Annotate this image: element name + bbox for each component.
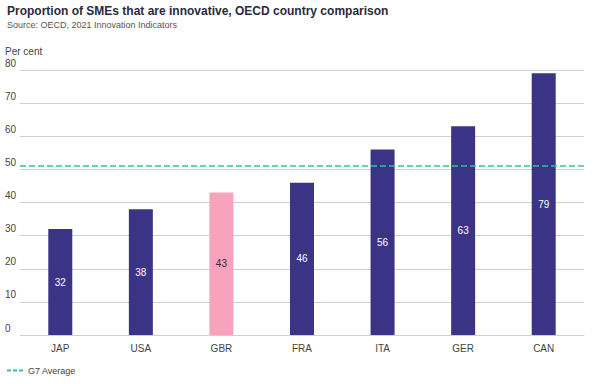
svg-text:USA: USA	[131, 343, 152, 354]
svg-text:30: 30	[5, 223, 17, 234]
svg-text:70: 70	[5, 91, 17, 102]
svg-text:JAP: JAP	[51, 343, 70, 354]
svg-text:FRA: FRA	[292, 343, 312, 354]
svg-text:63: 63	[458, 225, 470, 236]
svg-text:CAN: CAN	[533, 343, 554, 354]
svg-text:G7 Average: G7 Average	[28, 366, 75, 376]
svg-text:GBR: GBR	[211, 343, 233, 354]
svg-text:ITA: ITA	[375, 343, 390, 354]
svg-text:0: 0	[5, 323, 11, 334]
svg-text:Proportion of SMEs that are in: Proportion of SMEs that are innovative, …	[7, 4, 388, 18]
svg-text:46: 46	[296, 253, 308, 264]
svg-text:38: 38	[135, 267, 147, 278]
svg-text:40: 40	[5, 190, 17, 201]
svg-text:50: 50	[5, 157, 17, 168]
svg-text:20: 20	[5, 256, 17, 267]
svg-text:32: 32	[55, 277, 67, 288]
svg-text:Per cent: Per cent	[5, 46, 42, 57]
svg-text:GER: GER	[452, 343, 474, 354]
svg-text:79: 79	[538, 199, 550, 210]
svg-text:Source: OECD, 2021 Innovation: Source: OECD, 2021 Innovation Indicators	[7, 20, 178, 30]
svg-text:80: 80	[5, 58, 17, 69]
svg-text:10: 10	[5, 289, 17, 300]
svg-text:60: 60	[5, 124, 17, 135]
svg-text:43: 43	[216, 258, 228, 269]
svg-text:56: 56	[377, 237, 389, 248]
